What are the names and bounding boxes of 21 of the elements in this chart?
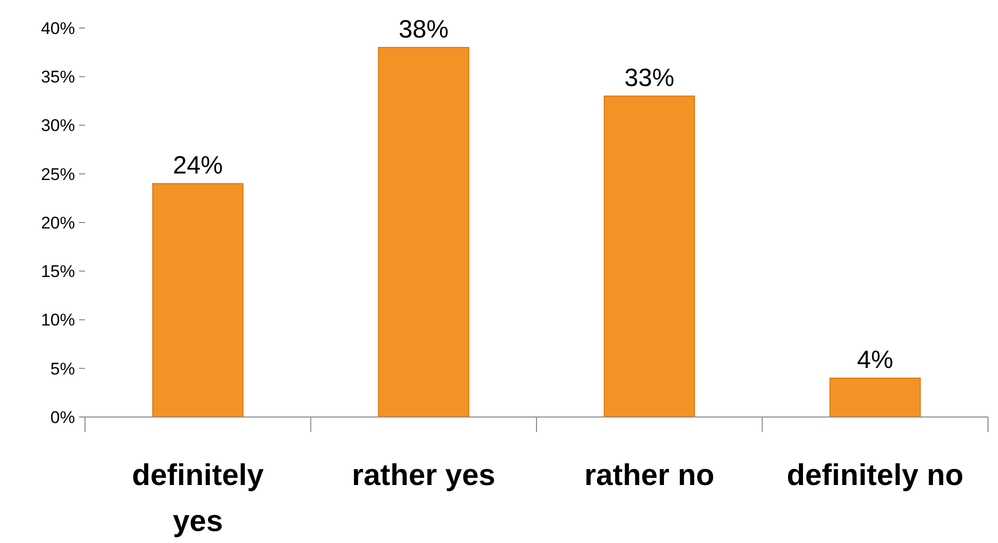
y-tick-label: 35% [40,68,75,87]
bar [152,183,244,418]
x-tick-label: rather no [584,459,714,492]
x-tick-label: rather yes [352,459,496,492]
y-tick-label: 30% [40,116,75,136]
bar [378,46,470,418]
x-tick-label: definitely no [786,459,964,492]
data-label: 38% [398,15,449,44]
y-tick-label: 40% [40,18,75,38]
x-tick-label: definitely yes [132,459,264,538]
data-label: 4% [857,346,894,374]
bar [604,96,696,418]
data-label: 33% [624,64,674,92]
data-label: 24% [172,152,223,180]
y-tick-label: 10% [40,310,75,330]
bar [829,378,921,418]
y-tick-label: 25% [40,164,75,184]
y-tick-label: 5% [50,359,75,378]
y-tick-label: 20% [40,213,75,232]
y-tick-label: 15% [40,262,75,282]
y-tick-label: 0% [50,408,75,427]
